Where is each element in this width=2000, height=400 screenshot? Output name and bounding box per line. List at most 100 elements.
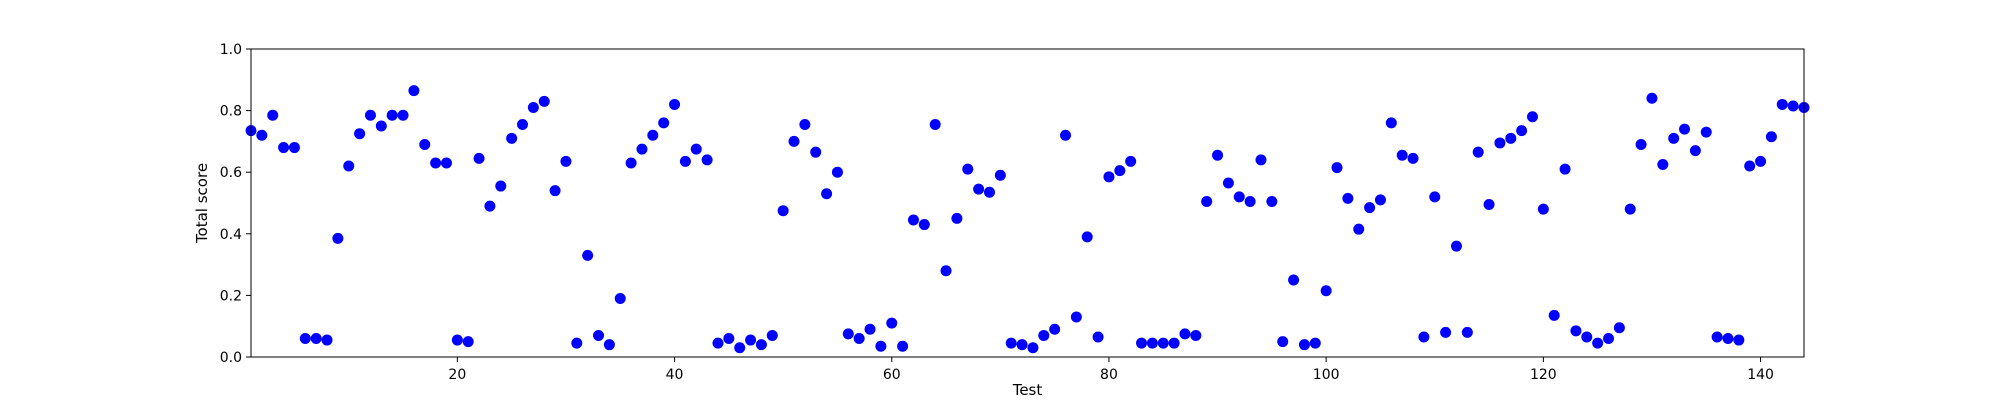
data-point xyxy=(1679,123,1691,135)
data-point xyxy=(1559,163,1571,175)
data-point xyxy=(679,155,691,167)
data-point xyxy=(517,118,529,130)
data-point xyxy=(864,323,876,335)
y-axis-ticks: 0.0 0.2 0.4 0.6 0.8 1.0 xyxy=(220,42,251,366)
data-point xyxy=(636,143,648,155)
y-tick-label: 0.8 xyxy=(220,104,242,120)
data-point xyxy=(1570,325,1582,337)
data-point xyxy=(1364,202,1376,214)
data-point xyxy=(603,339,615,351)
data-point xyxy=(1646,92,1658,104)
data-point xyxy=(1125,155,1137,167)
data-point xyxy=(1765,131,1777,143)
data-point xyxy=(332,232,344,244)
data-point xyxy=(918,219,930,231)
x-tick-label: 100 xyxy=(1313,367,1340,383)
data-point xyxy=(853,333,865,345)
data-point xyxy=(777,205,789,217)
data-point xyxy=(1266,195,1278,207)
data-point xyxy=(1472,146,1484,158)
data-point xyxy=(897,340,909,352)
y-tick-label: 1.0 xyxy=(220,42,242,58)
data-point xyxy=(1396,149,1408,161)
data-point xyxy=(1081,231,1093,243)
data-point xyxy=(821,188,833,200)
data-point xyxy=(1277,336,1289,348)
data-point xyxy=(1592,337,1604,349)
data-point xyxy=(1744,160,1756,172)
data-point xyxy=(1494,137,1506,149)
data-point xyxy=(1298,339,1310,351)
data-point xyxy=(983,186,995,198)
data-point xyxy=(1212,149,1224,161)
data-point xyxy=(1049,323,1061,335)
data-point xyxy=(1787,100,1799,112)
data-point xyxy=(288,142,300,154)
data-point xyxy=(1060,129,1072,141)
data-point xyxy=(973,183,985,195)
data-point xyxy=(1700,126,1712,138)
data-point xyxy=(810,146,822,158)
data-point xyxy=(1201,195,1213,207)
data-point xyxy=(299,333,311,345)
data-point xyxy=(658,117,670,129)
data-point xyxy=(1070,311,1082,323)
data-point xyxy=(1505,132,1517,144)
data-point xyxy=(462,336,474,348)
data-point xyxy=(1374,194,1386,206)
data-point xyxy=(1689,145,1701,157)
data-point xyxy=(321,334,333,346)
data-point xyxy=(1309,337,1321,349)
data-point xyxy=(1342,192,1354,204)
x-axis-ticks: 20 40 60 80 100 120 140 xyxy=(448,357,1774,383)
x-tick-label: 20 xyxy=(448,367,466,383)
data-point xyxy=(1581,331,1593,343)
data-point xyxy=(1537,203,1549,215)
y-axis-label: Total score xyxy=(193,163,211,244)
data-point xyxy=(799,118,811,130)
data-point xyxy=(614,292,626,304)
data-point xyxy=(1657,159,1669,170)
data-point xyxy=(669,98,681,110)
data-point xyxy=(1624,203,1636,215)
y-tick-label: 0.6 xyxy=(220,165,242,181)
data-point xyxy=(1711,331,1723,343)
data-point xyxy=(929,118,941,130)
data-point xyxy=(755,339,767,351)
plot-frame xyxy=(250,48,1805,358)
data-point xyxy=(712,337,724,349)
data-point xyxy=(1450,240,1462,252)
data-point xyxy=(1603,333,1615,345)
data-point xyxy=(1418,331,1430,343)
data-point xyxy=(1244,195,1256,207)
data-point xyxy=(1613,322,1625,334)
x-tick-label: 60 xyxy=(883,367,901,383)
data-point xyxy=(440,157,452,169)
data-point xyxy=(1157,337,1169,349)
data-point xyxy=(1092,331,1104,343)
data-point xyxy=(267,109,279,121)
y-tick-label: 0.2 xyxy=(220,288,242,304)
data-point xyxy=(506,132,518,144)
data-point xyxy=(278,142,290,154)
data-point xyxy=(1136,337,1148,349)
data-point xyxy=(1429,191,1441,203)
data-point xyxy=(1027,342,1039,354)
data-point xyxy=(343,160,355,172)
data-point xyxy=(375,120,387,132)
data-point xyxy=(430,157,442,169)
x-tick-label: 120 xyxy=(1530,367,1557,383)
data-point xyxy=(582,249,594,261)
data-point xyxy=(734,342,746,354)
data-point xyxy=(831,166,843,178)
data-point xyxy=(1038,329,1050,341)
data-point xyxy=(484,200,496,212)
data-point xyxy=(495,180,507,192)
data-point xyxy=(256,129,268,141)
data-point xyxy=(473,152,485,164)
data-point xyxy=(397,109,409,121)
data-point xyxy=(940,265,952,277)
data-point xyxy=(1461,326,1473,338)
data-point xyxy=(723,333,735,345)
